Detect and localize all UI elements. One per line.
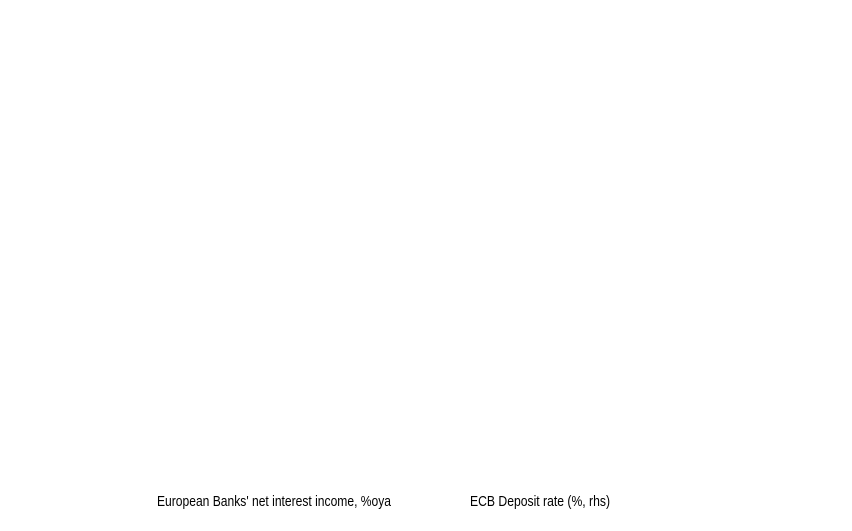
legend-label-ecb: ECB Deposit rate (%, rhs) bbox=[470, 493, 610, 510]
legend: European Banks' net interest income, %oy… bbox=[157, 493, 610, 510]
legend-label-nii: European Banks' net interest income, %oy… bbox=[157, 493, 392, 510]
